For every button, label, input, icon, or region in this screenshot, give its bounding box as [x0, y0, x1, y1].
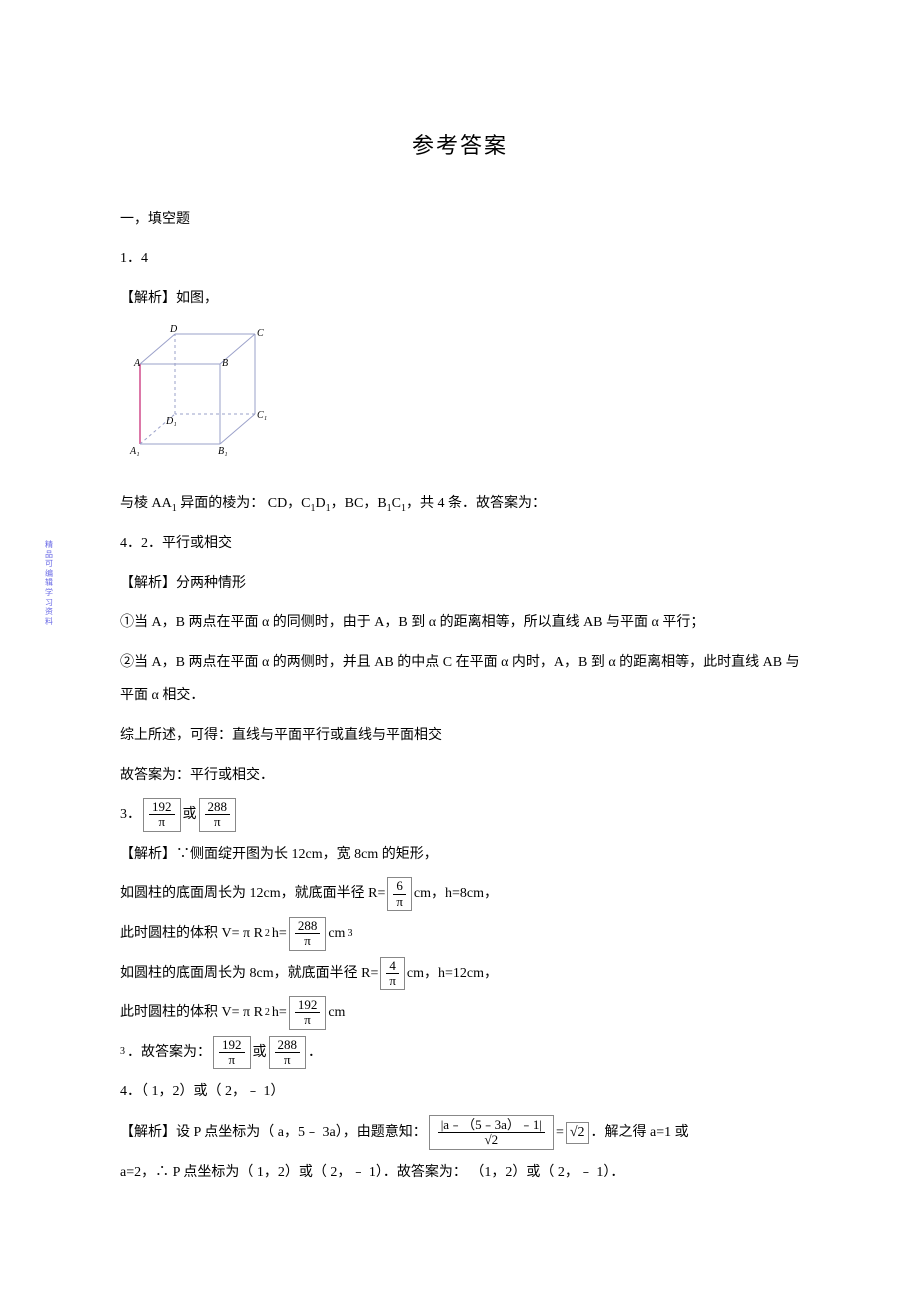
- sup: 2: [265, 922, 270, 946]
- label-D1: D₁: [165, 416, 177, 427]
- page-title: 参考答案: [120, 120, 800, 173]
- q1-line1: 与棱 AA1 异面的棱为： CD，C1D1，BC，B1C1，共 4 条．故答案为…: [120, 487, 800, 521]
- text: 【解析】设 P 点坐标为（ a，5﹣ 3a），由题意知：: [120, 1116, 427, 1150]
- numerator: 192: [295, 998, 321, 1013]
- text: 与棱 AA: [120, 496, 172, 511]
- q1-case2: ②当 A，B 两点在平面 α 的两侧时，并且 AB 的中点 C 在平面 α 内时…: [120, 646, 800, 713]
- q3-heading: 3． 192 π 或 288 π: [120, 798, 800, 832]
- text: cm，h=8cm，: [414, 877, 498, 911]
- q1-line2: 4．2．平行或相交: [120, 527, 800, 561]
- fraction: 192 π: [295, 998, 321, 1028]
- numerator: 192: [149, 800, 175, 815]
- text: h=: [272, 917, 287, 951]
- cube-figure: A B C D A₁ B₁ C₁ D₁: [120, 324, 800, 478]
- q4-heading: 4．（ 1，2）或（ 2，﹣ 1）: [120, 1075, 800, 1109]
- label-B1: B₁: [218, 446, 228, 457]
- label-C: C: [257, 328, 264, 339]
- denominator: π: [386, 974, 399, 988]
- fraction: 288 π: [295, 919, 321, 949]
- text: 此时圆柱的体积 V= π R: [120, 917, 263, 951]
- text: ，BC，B: [331, 496, 387, 511]
- label-A: A: [133, 358, 141, 369]
- section-heading: 一，填空题: [120, 203, 800, 237]
- q3-line-d: 此时圆柱的体积 V= π R2 h= 192 π cm: [120, 996, 800, 1030]
- or-text: 或: [253, 1036, 267, 1070]
- denominator: π: [275, 1053, 301, 1067]
- q4-analysis: 【解析】设 P 点坐标为（ a，5﹣ 3a），由题意知： |a﹣（5﹣3a）﹣1…: [120, 1115, 800, 1151]
- text: 如圆柱的底面周长为 8cm，就底面半径 R=: [120, 957, 378, 991]
- boxed-frac: 192 π: [143, 798, 181, 832]
- text: ，共 4 条．故答案为：: [406, 496, 546, 511]
- q1-number: 1．4: [120, 242, 800, 276]
- q4-line2: a=2，∴ P 点坐标为（ 1，2）或（ 2，﹣ 1）．故答案为： （1，2）或…: [120, 1156, 800, 1190]
- text: cm，h=12cm，: [407, 957, 498, 991]
- boxed-frac: 288 π: [289, 917, 327, 951]
- fraction: |a﹣（5﹣3a）﹣1| √2: [438, 1118, 545, 1148]
- fraction: 288 π: [275, 1038, 301, 1068]
- boxed-frac: 4 π: [380, 957, 405, 991]
- q1-analysis-label: 【解析】如图，: [120, 282, 800, 316]
- fraction: 4 π: [386, 959, 399, 989]
- numerator: 288: [275, 1038, 301, 1053]
- denominator: √2: [438, 1133, 545, 1147]
- fraction: 288 π: [205, 800, 231, 830]
- boxed-frac: 288 π: [269, 1036, 307, 1070]
- equals: =: [556, 1116, 564, 1150]
- sup: 2: [265, 1001, 270, 1025]
- denominator: π: [393, 895, 406, 909]
- q3-line-c: 如圆柱的底面周长为 8cm，就底面半径 R= 4 π cm，h=12cm，: [120, 957, 800, 991]
- label-D: D: [169, 324, 178, 335]
- label-A1: A₁: [129, 446, 140, 457]
- sup: 3: [347, 922, 352, 946]
- text: 此时圆柱的体积 V= π R: [120, 996, 263, 1030]
- text: h=: [272, 996, 287, 1030]
- numerator: 4: [386, 959, 399, 974]
- text: ．解之得 a=1 或: [591, 1116, 689, 1150]
- fraction: 192 π: [219, 1038, 245, 1068]
- text: 异面的棱为： CD，C: [177, 496, 311, 511]
- denominator: π: [295, 1013, 321, 1027]
- q3-line-e: 3 ．故答案为： 192 π 或 288 π ．: [120, 1036, 800, 1070]
- sup: 3: [120, 1040, 125, 1064]
- q1-analysis2: 【解析】分两种情形: [120, 567, 800, 601]
- boxed-frac: 192 π: [213, 1036, 251, 1070]
- q3-line-a: 如圆柱的底面周长为 12cm，就底面半径 R= 6 π cm，h=8cm，: [120, 877, 800, 911]
- q3-line-b: 此时圆柱的体积 V= π R2 h= 288 π cm3: [120, 917, 800, 951]
- text: C: [392, 496, 401, 511]
- text: cm: [328, 917, 345, 951]
- denominator: π: [205, 815, 231, 829]
- denominator: π: [219, 1053, 245, 1067]
- cube-svg: A B C D A₁ B₁ C₁ D₁: [120, 324, 280, 464]
- q1-answer: 故答案为：平行或相交．: [120, 759, 800, 793]
- text: ．: [308, 1036, 322, 1070]
- denominator: π: [295, 934, 321, 948]
- numerator: 192: [219, 1038, 245, 1053]
- sidebar-watermark: 精品可编辑学习资料: [42, 540, 56, 626]
- numerator: 6: [393, 879, 406, 894]
- text: ．故答案为：: [127, 1036, 211, 1070]
- q1-summary: 综上所述，可得：直线与平面平行或直线与平面相交: [120, 719, 800, 753]
- numerator: |a﹣（5﹣3a）﹣1|: [438, 1118, 545, 1133]
- document-page: 精品可编辑学习资料 参考答案 一，填空题 1．4 【解析】如图， A B C D…: [0, 0, 920, 1303]
- numerator: 288: [205, 800, 231, 815]
- text: 如圆柱的底面周长为 12cm，就底面半径 R=: [120, 877, 385, 911]
- text: D: [316, 496, 326, 511]
- text: cm: [328, 996, 345, 1030]
- q1-case1: ①当 A，B 两点在平面 α 的同侧时，由于 A，B 到 α 的距离相等，所以直…: [120, 606, 800, 640]
- q3-prefix: 3．: [120, 798, 141, 832]
- boxed-rhs: √2: [566, 1122, 589, 1144]
- or-text: 或: [183, 798, 197, 832]
- fraction: 192 π: [149, 800, 175, 830]
- boxed-frac: 288 π: [199, 798, 237, 832]
- denominator: π: [149, 815, 175, 829]
- q3-analysis-a: 【解析】∵侧面绽开图为长 12cm，宽 8cm 的矩形，: [120, 838, 800, 872]
- boxed-frac: 6 π: [387, 877, 412, 911]
- label-C1: C₁: [257, 410, 267, 421]
- fraction: 6 π: [393, 879, 406, 909]
- label-B: B: [222, 358, 228, 369]
- boxed-frac: 192 π: [289, 996, 327, 1030]
- boxed-eq: |a﹣（5﹣3a）﹣1| √2: [429, 1115, 554, 1151]
- numerator: 288: [295, 919, 321, 934]
